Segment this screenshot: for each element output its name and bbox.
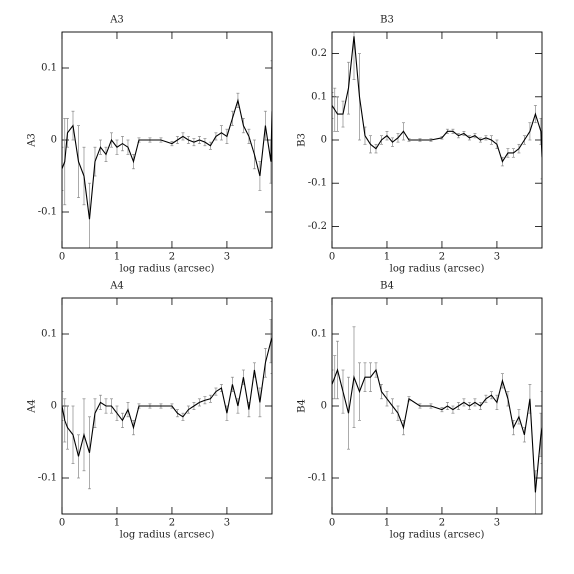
y-axis-label: B4 bbox=[297, 399, 308, 413]
panel-title: B3 bbox=[380, 15, 394, 26]
x-axis-label: log radius (arcsec) bbox=[390, 264, 485, 275]
y-axis-label: A4 bbox=[27, 399, 38, 414]
y-axis-label: A3 bbox=[27, 133, 38, 148]
y-tick-label: -0.1 bbox=[308, 178, 327, 189]
x-tick-label: 3 bbox=[224, 518, 230, 529]
y-tick-label: 0.1 bbox=[311, 91, 327, 102]
x-tick-label: 2 bbox=[439, 518, 445, 529]
x-tick-label: 3 bbox=[224, 252, 230, 263]
y-tick-label: -0.2 bbox=[308, 221, 327, 232]
plot bbox=[62, 60, 272, 248]
x-tick-label: 1 bbox=[114, 518, 120, 529]
x-tick-label: 0 bbox=[59, 252, 65, 263]
x-tick-label: 0 bbox=[329, 518, 335, 529]
error-bars bbox=[332, 32, 542, 180]
y-tick-label: -0.1 bbox=[38, 207, 57, 218]
panel-title: A3 bbox=[109, 15, 124, 26]
x-tick-label: 2 bbox=[439, 252, 445, 263]
x-tick-label: 3 bbox=[494, 518, 500, 529]
x-tick-label: 2 bbox=[169, 518, 175, 529]
error-bars bbox=[62, 301, 272, 490]
data-line bbox=[332, 36, 542, 163]
plot-frame bbox=[331, 31, 543, 249]
y-tick-label: 0.2 bbox=[311, 48, 327, 59]
x-tick-label: 1 bbox=[384, 252, 390, 263]
y-tick-label: 0.1 bbox=[311, 329, 327, 340]
y-tick-label: 0.1 bbox=[41, 63, 57, 74]
y-tick-label: -0.1 bbox=[38, 473, 57, 484]
y-tick-label: -0.1 bbox=[308, 473, 327, 484]
data-line bbox=[62, 337, 272, 457]
x-tick-label: 0 bbox=[329, 252, 335, 263]
x-tick-label: 1 bbox=[114, 252, 120, 263]
plot bbox=[332, 32, 542, 180]
plot-frame bbox=[61, 31, 273, 249]
data-line bbox=[332, 368, 542, 493]
y-tick-label: 0 bbox=[51, 401, 57, 412]
panel: A4 log radius (arcsec) A4 0 1 2 3 -0.1 0 0.1 bbox=[27, 281, 273, 541]
panel-title: A4 bbox=[109, 281, 124, 292]
x-axis-label: log radius (arcsec) bbox=[120, 264, 215, 275]
panel: B4 log radius (arcsec) B4 0 1 2 3 -0.1 0 0.1 bbox=[297, 281, 543, 541]
plot bbox=[332, 326, 542, 514]
y-tick-label: 0 bbox=[321, 401, 327, 412]
error-bars bbox=[62, 60, 272, 248]
data-line bbox=[62, 98, 272, 220]
x-tick-label: 1 bbox=[384, 518, 390, 529]
x-axis-label: log radius (arcsec) bbox=[390, 530, 485, 541]
plot bbox=[62, 301, 272, 490]
panel-title: B4 bbox=[380, 281, 394, 292]
y-tick-label: 0.1 bbox=[41, 329, 57, 340]
panel: B3 log radius (arcsec) B3 0 1 2 3 -0.2 -0.1 0 0.1 0… bbox=[297, 15, 543, 275]
y-tick-label: 0 bbox=[321, 135, 327, 146]
x-tick-label: 3 bbox=[494, 252, 500, 263]
panel: A3 log radius (arcsec) A3 0 1 2 3 -0.1 0 0.1 bbox=[27, 15, 273, 275]
y-axis-label: B3 bbox=[297, 133, 308, 147]
plot-frame bbox=[61, 297, 273, 515]
x-axis-label: log radius (arcsec) bbox=[120, 530, 215, 541]
x-tick-label: 2 bbox=[169, 252, 175, 263]
y-tick-label: 0 bbox=[51, 135, 57, 146]
x-tick-label: 0 bbox=[59, 518, 65, 529]
plot-frame bbox=[331, 297, 543, 515]
